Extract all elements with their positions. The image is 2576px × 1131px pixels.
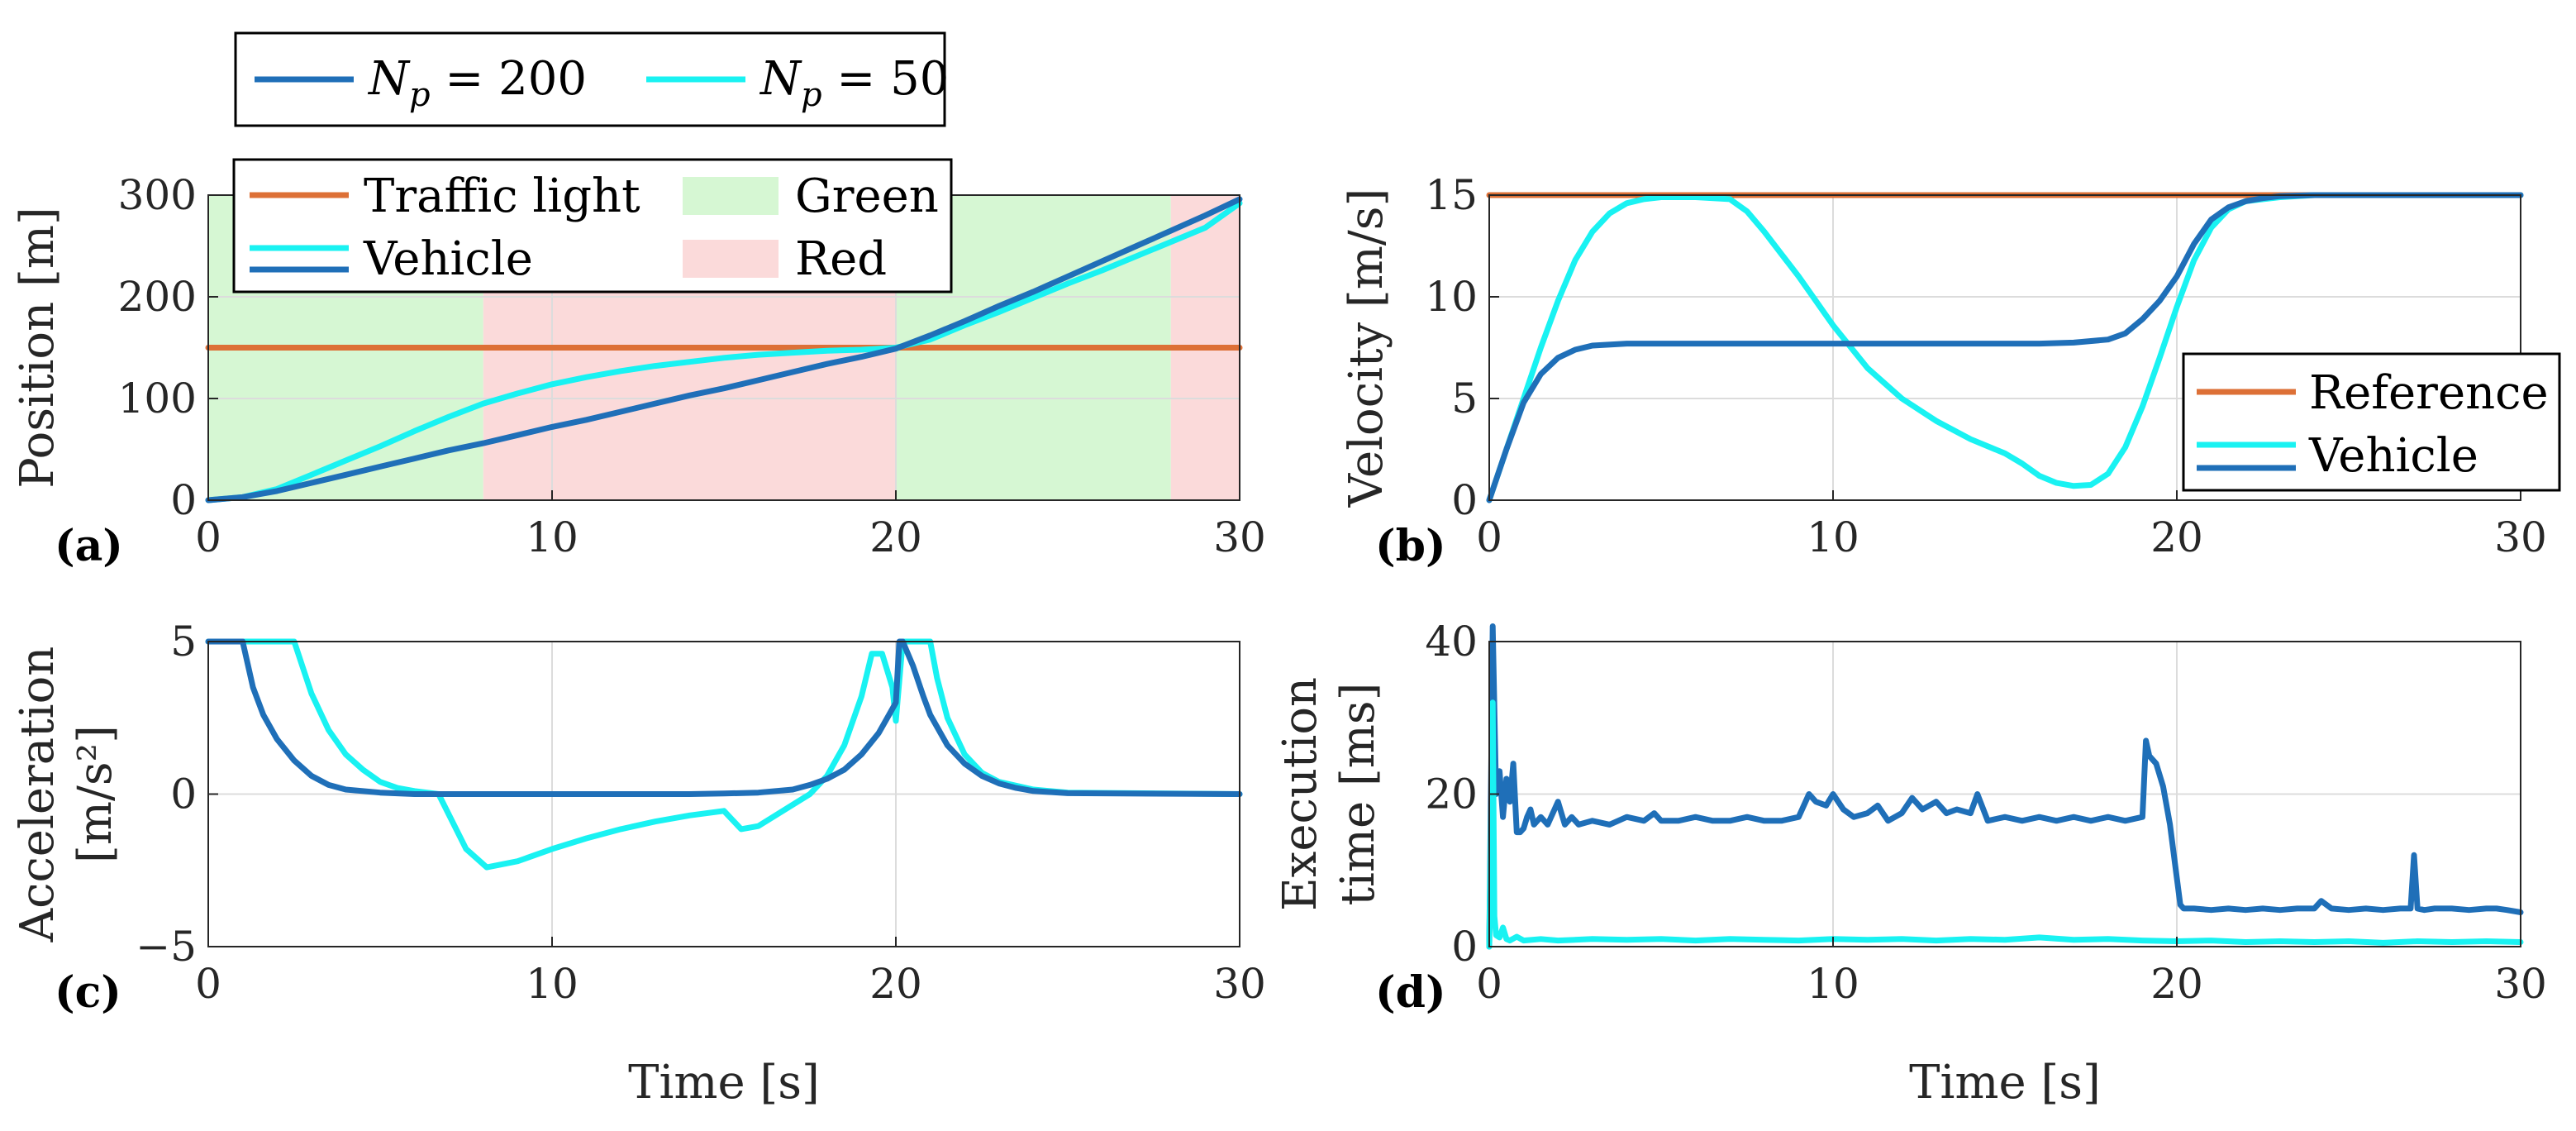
legend-label-vehicle: Vehicle (363, 232, 533, 286)
x-tick-label-c-2: 20 (869, 960, 922, 1008)
legend-label-green: Green (795, 169, 939, 223)
y-tick-label-a-1: 100 (118, 375, 197, 422)
y-tick-label-b-1: 5 (1451, 375, 1478, 422)
y-tick-label-b-3: 15 (1425, 171, 1478, 219)
x-tick-label-a-0: 0 (195, 513, 221, 561)
y-tick-label-d-0: 0 (1451, 923, 1478, 971)
legend-label-reference: Reference (2309, 366, 2549, 420)
series-a-2-np200 (205, 196, 1243, 503)
series-c-1-np200 (205, 638, 1243, 797)
y-tick-label-b-2: 10 (1425, 273, 1478, 321)
y-axis-label-line2-c: [m/s²] (69, 725, 122, 863)
x-tick-label-a-1: 10 (526, 513, 579, 561)
legend-swatch-green (683, 177, 779, 215)
x-tick-label-d-2: 20 (2150, 960, 2203, 1008)
panel-tag-a: (a) (55, 521, 123, 571)
x-tick-label-b-3: 30 (2494, 513, 2547, 561)
panel-tag-d: (d) (1375, 967, 1446, 1018)
y-tick-label-c-1: 0 (170, 771, 197, 818)
x-tick-label-c-1: 10 (526, 960, 579, 1008)
series-b-2-np200 (1486, 192, 2524, 503)
y-tick-label-a-2: 200 (118, 273, 197, 321)
top-legend-label-np200: Np = 200 (367, 52, 587, 114)
panel-d-execution-time: 0 10 20 30 0 20 40 (d) Execution time [ms] Time [s… (1274, 618, 2547, 1110)
legend-label-vehicle-b: Vehicle (2308, 429, 2478, 483)
x-tick-label-d-3: 30 (2494, 960, 2547, 1008)
y-axis-label-d: Execution (1274, 677, 1327, 911)
x-tick-label-a-2: 20 (869, 513, 922, 561)
top-legend: Np = 200 Np = 50 (234, 31, 949, 127)
y-tick-label-d-2: 40 (1425, 618, 1478, 666)
x-axis-label-c: Time [s] (628, 1056, 820, 1110)
y-axis-label-b: Velocity [m/s] (1340, 188, 1393, 508)
legend-label-traffic-light: Traffic light (364, 169, 640, 223)
x-tick-label-d-0: 0 (1476, 960, 1502, 1008)
x-tick-label-a-3: 30 (1213, 513, 1266, 561)
series-d-1-np50 (1486, 699, 2524, 950)
x-tick-label-c-3: 30 (1213, 960, 1266, 1008)
series-c-0-np50 (205, 638, 1243, 871)
x-tick-label-b-0: 0 (1476, 513, 1502, 561)
x-axis-label-d: Time [s] (1909, 1056, 2101, 1110)
x-tick-label-c-0: 0 (195, 960, 221, 1008)
y-tick-label-a-3: 300 (118, 171, 197, 219)
panel-tag-b: (b) (1375, 521, 1446, 571)
y-tick-label-b-0: 0 (1451, 476, 1478, 524)
top-legend-label-np50: Np = 50 (759, 52, 949, 114)
y-axis-label-line2-d: time [ms] (1331, 683, 1385, 906)
panel-b-velocity: 0 10 20 30 0 5 10 15 (b) Velocity [m/s] Reference V… (1340, 171, 2561, 571)
series-b-1-np50 (1486, 192, 2524, 503)
x-tick-label-d-1: 10 (1807, 960, 1859, 1008)
y-axis-label-a: Position [m] (11, 207, 64, 489)
panel-c-acceleration: 0 10 20 30−505(c)Acceleration [m/s²]Time [s] (11, 618, 1266, 1110)
y-axis-label-c: Acceleration (11, 647, 64, 943)
series-a-1-np50 (205, 200, 1243, 503)
y-tick-label-c-0: −5 (136, 923, 197, 971)
panel-tag-c: (c) (55, 967, 121, 1018)
legend-swatch-red (683, 240, 779, 278)
x-tick-label-b-1: 10 (1807, 513, 1859, 561)
panel-a-legend-frame (232, 158, 953, 293)
panel-a-legend: Traffic light Vehicle Green Red (232, 158, 953, 293)
y-tick-label-d-1: 20 (1425, 771, 1478, 818)
panel-b-legend: Reference Vehicle (2182, 352, 2561, 492)
plot-frame-b (1488, 194, 2521, 501)
x-tick-label-b-2: 20 (2150, 513, 2203, 561)
series-d-0-np200 (1486, 623, 2524, 950)
legend-label-red: Red (795, 232, 887, 286)
y-tick-label-a-0: 0 (170, 476, 197, 524)
y-tick-label-c-2: 5 (170, 618, 197, 666)
